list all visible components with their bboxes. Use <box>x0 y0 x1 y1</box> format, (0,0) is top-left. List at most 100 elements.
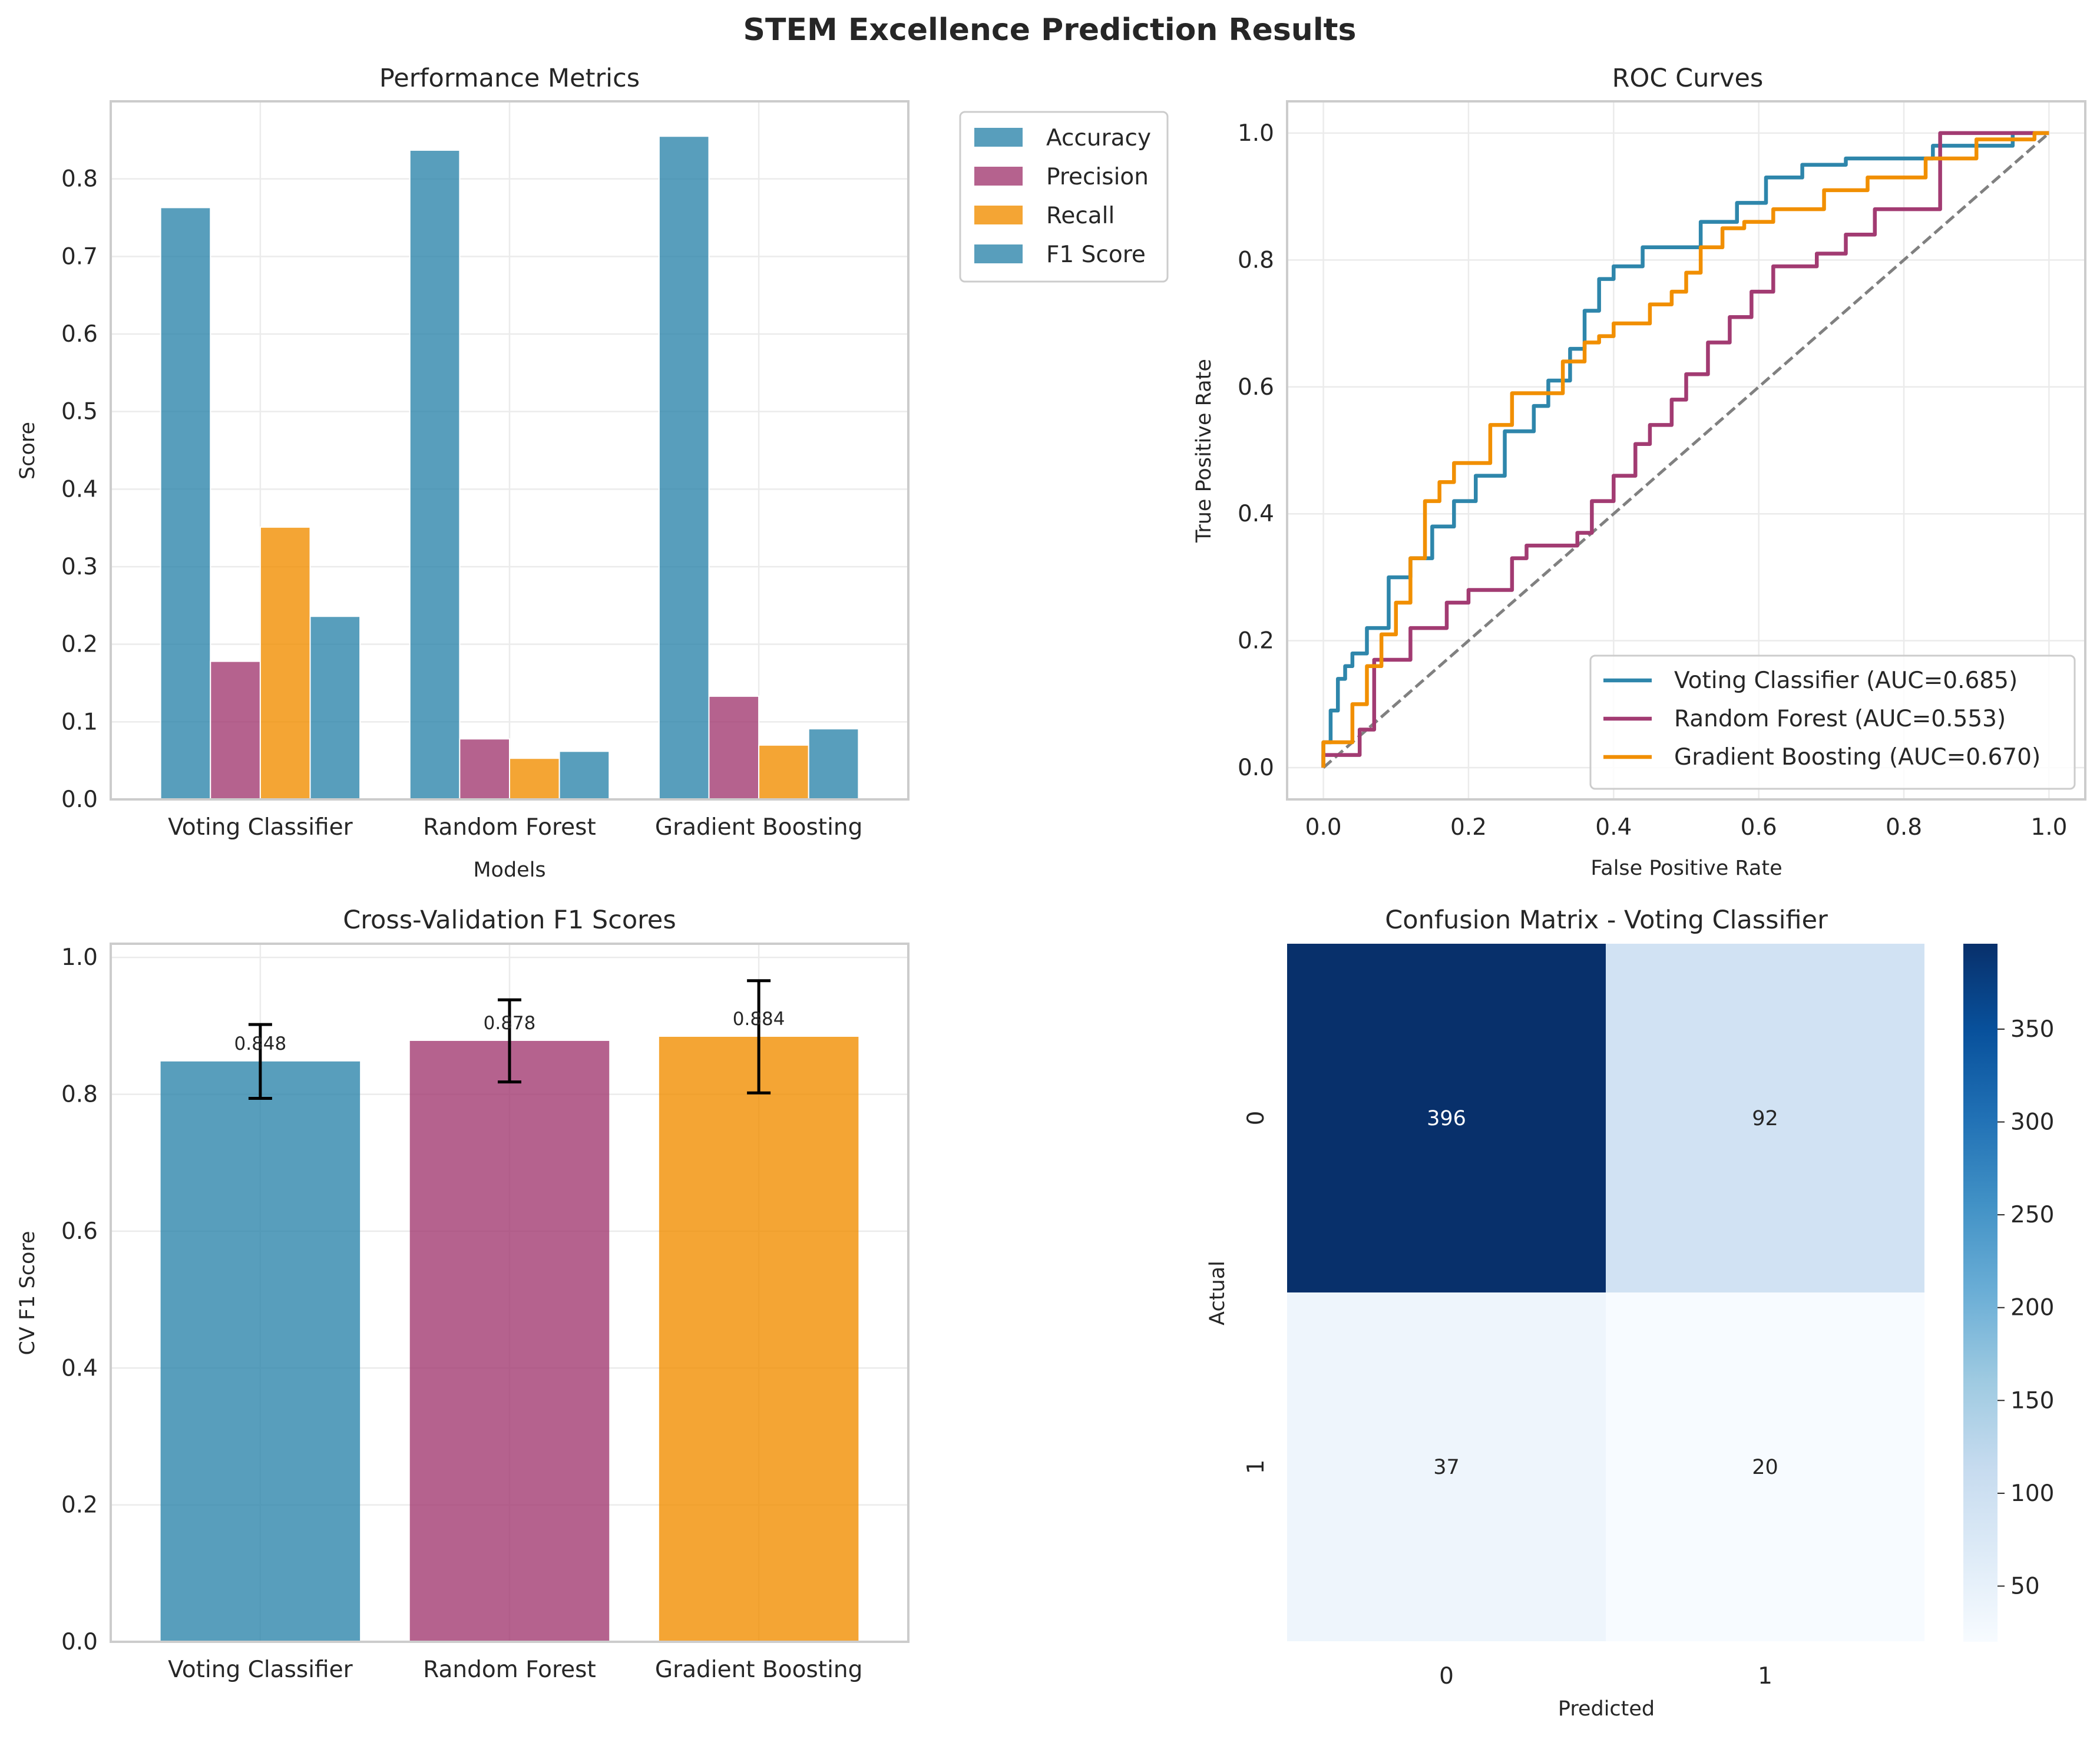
cell-value: 92 <box>1752 1107 1778 1130</box>
y-axis-label: CV F1 Score <box>16 1231 39 1355</box>
y-tick-label: 1.0 <box>1238 120 1274 147</box>
x-axis-label: Predicted <box>1558 1697 1655 1721</box>
legend-swatch <box>974 206 1023 224</box>
performance-metrics-panel: Performance Metrics 0.0 0.1 0.2 0.3 0.4 0.5 0.… <box>16 64 1169 882</box>
x-tick-label: 1 <box>1758 1663 1772 1690</box>
x-tick-label: Voting Classifier <box>168 1657 353 1683</box>
cv-bar <box>409 1040 610 1642</box>
roc-curves-panel: ROC Curves 0.0 0.2 0.4 0.6 0.8 1.0 0.0 0.2 0.4 0… <box>1192 64 2086 880</box>
panel-title: ROC Curves <box>1612 64 1764 93</box>
bar-f1-score <box>309 616 361 801</box>
panel-title: Confusion Matrix - Voting Classifier <box>1385 905 1828 935</box>
bar-recall <box>509 758 560 801</box>
roc-line-0 <box>1321 131 2049 768</box>
y-tick-label: 0.7 <box>61 243 98 270</box>
colorbar-tick-label: 200 <box>2010 1295 2054 1321</box>
bar-f1-score <box>558 751 610 801</box>
cv-bar <box>160 1061 361 1642</box>
plot-frame <box>110 943 910 1643</box>
legend-label: Accuracy <box>1046 125 1151 151</box>
chance-diagonal-line <box>1322 131 2051 769</box>
cell-value: 20 <box>1752 1456 1778 1479</box>
x-axis-label: Models <box>473 858 545 882</box>
roc-line-1 <box>1321 131 2049 768</box>
legend-swatch <box>974 244 1023 263</box>
bar-precision <box>708 695 760 800</box>
y-axis-label: Actual <box>1206 1261 1229 1325</box>
y-tick-label: 0 <box>1243 1111 1269 1126</box>
legend-label: Precision <box>1046 164 1149 190</box>
heatmap-cell <box>1287 944 1606 1292</box>
y-tick-label: 0.8 <box>1238 247 1274 273</box>
x-axis-label: False Positive Rate <box>1590 857 1782 880</box>
y-tick-label: 0.0 <box>61 786 98 813</box>
y-tick-label: 0.4 <box>61 1355 98 1381</box>
heatmap-cell <box>1606 944 1924 1292</box>
y-axis-label: Score <box>16 422 39 480</box>
plot-frame <box>110 100 910 801</box>
cv-bar <box>659 1037 859 1642</box>
y-tick-label: 0.1 <box>61 709 98 735</box>
value-label: 0.884 <box>733 1009 785 1030</box>
x-tick-label: Voting Classifier <box>168 814 353 841</box>
legend-swatch <box>974 128 1023 147</box>
y-tick-label: 1.0 <box>61 944 98 971</box>
bar-accuracy <box>409 149 461 801</box>
bar-recall <box>758 744 809 801</box>
bar-f1-score <box>808 728 859 801</box>
bar-recall <box>259 526 311 800</box>
legend: Voting Classifier (AUC=0.685) Random Fore… <box>1589 654 2076 790</box>
legend: Accuracy Precision Recall F1 Score <box>959 111 1169 283</box>
x-tick-label: 0 <box>1439 1663 1454 1690</box>
confusion-matrix-panel: Confusion Matrix - Voting Classifier 396… <box>1206 905 2054 1721</box>
y-tick-label: 0.6 <box>61 1218 98 1245</box>
y-tick-label: 0.5 <box>61 399 98 425</box>
panel-title: Performance Metrics <box>379 64 640 93</box>
heatmap-cell <box>1287 1292 1606 1641</box>
plot-frame <box>1286 100 2086 801</box>
roc-line-2 <box>1321 131 2049 768</box>
x-tick-label: 0.6 <box>1741 814 1777 841</box>
colorbar-tick-label: 150 <box>2010 1387 2054 1414</box>
legend-label: F1 Score <box>1046 242 1146 268</box>
y-tick-label: 1 <box>1243 1460 1269 1474</box>
x-tick-label: 0.2 <box>1450 814 1487 841</box>
x-tick-label: 0.8 <box>1886 814 1922 841</box>
bar-accuracy <box>658 135 710 800</box>
x-tick-label: 0.0 <box>1305 814 1342 841</box>
legend-box <box>1589 654 2076 790</box>
x-tick-label: Random Forest <box>423 814 596 841</box>
cell-value: 396 <box>1427 1107 1466 1130</box>
figure-title: STEM Excellence Prediction Results <box>743 12 1357 48</box>
colorbar-tick-label: 300 <box>2010 1109 2054 1136</box>
value-label: 0.848 <box>234 1033 287 1054</box>
y-tick-label: 0.6 <box>1238 374 1274 401</box>
x-tick-label: Random Forest <box>423 1657 596 1683</box>
y-axis-label: True Positive Rate <box>1192 359 1216 543</box>
legend-label: Gradient Boosting (AUC=0.670) <box>1674 744 2041 771</box>
y-tick-label: 0.0 <box>61 1629 98 1655</box>
colorbar: 50 100 150 200 250 300 350 <box>1963 944 2054 1642</box>
y-tick-label: 0.8 <box>61 166 98 193</box>
colorbar-tick-label: 250 <box>2010 1202 2054 1228</box>
legend-label: Voting Classifier (AUC=0.685) <box>1674 667 2018 694</box>
y-tick-label: 0.4 <box>61 476 98 502</box>
legend-label: Recall <box>1046 203 1115 229</box>
x-tick-label: 0.4 <box>1595 814 1632 841</box>
value-label: 0.878 <box>484 1013 536 1034</box>
x-tick-label: Gradient Boosting <box>655 814 863 841</box>
y-tick-label: 0.2 <box>61 1492 98 1519</box>
y-tick-label: 0.6 <box>61 321 98 348</box>
colorbar-tick-label: 50 <box>2010 1573 2040 1599</box>
cv-f1-panel: Cross-Validation F1 Scores 0.848 0.878 0.8… <box>16 905 910 1683</box>
heatmap-cell <box>1606 1292 1924 1641</box>
bar-precision <box>459 738 510 801</box>
legend-label: Random Forest (AUC=0.553) <box>1674 706 2006 732</box>
bar-accuracy <box>160 207 211 800</box>
x-tick-label: Gradient Boosting <box>655 1657 863 1683</box>
colorbar-tick-label: 350 <box>2010 1016 2054 1043</box>
bar-precision <box>210 660 261 800</box>
y-tick-label: 0.2 <box>1238 628 1274 654</box>
y-tick-label: 0.8 <box>61 1082 98 1108</box>
